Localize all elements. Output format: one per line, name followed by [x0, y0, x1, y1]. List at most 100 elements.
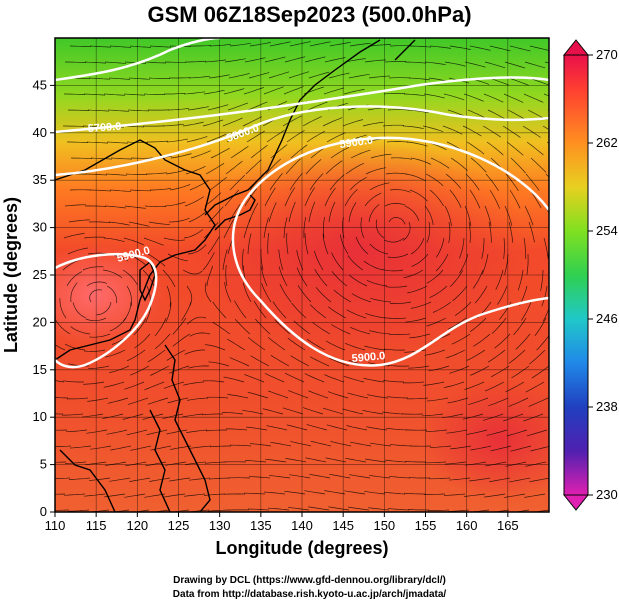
streamline: [528, 397, 549, 407]
streamline: [88, 221, 111, 223]
streamline: [488, 221, 492, 243]
streamline: [206, 133, 227, 143]
streamline: [406, 397, 429, 400]
streamline: [468, 221, 471, 243]
streamline: [523, 93, 544, 103]
streamline: [286, 130, 305, 143]
streamline: [410, 301, 432, 309]
colorbar-tick-label: 262: [596, 135, 618, 150]
streamline: [70, 157, 93, 159]
streamline: [326, 424, 348, 431]
streamline: [164, 201, 186, 207]
streamline: [65, 461, 87, 464]
streamline: [89, 289, 102, 303]
streamline: [126, 285, 132, 307]
streamline: [305, 457, 327, 463]
streamline: [484, 205, 492, 227]
streamline: [424, 61, 446, 66]
streamline: [348, 202, 357, 223]
streamline: [144, 381, 165, 391]
streamline: [289, 41, 311, 47]
streamline: [207, 509, 230, 512]
streamline: [125, 173, 147, 175]
streamline: [447, 397, 469, 404]
streamline: [226, 131, 246, 143]
streamline: [448, 221, 451, 243]
streamline: [528, 221, 535, 243]
streamline: [350, 149, 371, 159]
streamline: [515, 333, 531, 350]
streamline: [207, 104, 229, 111]
streamline: [126, 349, 146, 362]
streamline: [70, 445, 92, 449]
streamline: [204, 282, 212, 303]
y-tick-label: 5: [40, 457, 47, 472]
x-tick-label: 140: [291, 518, 313, 533]
streamline: [269, 41, 291, 47]
streamline: [123, 93, 146, 96]
streamline: [67, 397, 89, 400]
streamline: [279, 284, 292, 303]
streamline: [521, 301, 532, 321]
streamline: [484, 61, 506, 69]
streamline: [226, 338, 246, 351]
x-tick-label: 125: [168, 518, 190, 533]
streamline: [346, 309, 367, 319]
chart-title: GSM 06Z18Sep2023 (500.0hPa): [147, 2, 472, 27]
streamline: [67, 509, 90, 512]
streamline: [205, 163, 225, 175]
streamline: [128, 77, 151, 80]
streamline: [127, 109, 150, 112]
streamline: [504, 61, 526, 69]
streamline: [506, 429, 528, 437]
streamline: [283, 86, 304, 95]
streamline: [524, 205, 534, 226]
streamline: [469, 189, 481, 209]
streamline: [282, 407, 304, 415]
streamline: [466, 141, 485, 155]
streamline: [388, 217, 406, 225]
streamline: [66, 429, 88, 433]
streamline: [297, 285, 312, 303]
streamline: [509, 45, 531, 52]
streamline: [362, 409, 384, 415]
streamline: [369, 182, 390, 191]
streamline: [188, 365, 210, 369]
streamline: [127, 397, 149, 405]
streamline: [182, 121, 204, 127]
streamline: [541, 285, 548, 307]
streamline: [330, 441, 352, 447]
streamline: [106, 141, 129, 144]
streamline: [90, 157, 113, 160]
streamline: [363, 377, 385, 383]
streamline: [96, 301, 112, 316]
streamline: [449, 189, 462, 208]
streamline: [285, 158, 301, 175]
streamline: [142, 269, 156, 288]
streamline: [430, 445, 452, 448]
streamline: [424, 205, 434, 226]
streamline: [322, 117, 343, 127]
streamline: [296, 267, 308, 287]
streamline: [386, 427, 408, 431]
streamline: [445, 349, 466, 359]
streamline: [245, 460, 267, 463]
streamline: [212, 321, 231, 335]
streamline: [62, 413, 84, 416]
streamline: [324, 490, 346, 495]
streamline: [429, 477, 451, 480]
streamline: [84, 493, 106, 497]
contour-label: 5900.0: [351, 350, 386, 365]
colorbar-top-arrow: [562, 39, 590, 56]
streamline: [384, 203, 406, 207]
streamline: [270, 144, 288, 159]
streamline: [542, 125, 549, 130]
streamline: [89, 333, 111, 338]
y-tick-label: 25: [33, 267, 47, 282]
streamline: [224, 282, 232, 303]
streamline: [107, 397, 129, 404]
streamline: [229, 444, 252, 447]
streamline: [523, 413, 544, 422]
streamline: [425, 461, 447, 464]
streamline: [314, 250, 324, 271]
